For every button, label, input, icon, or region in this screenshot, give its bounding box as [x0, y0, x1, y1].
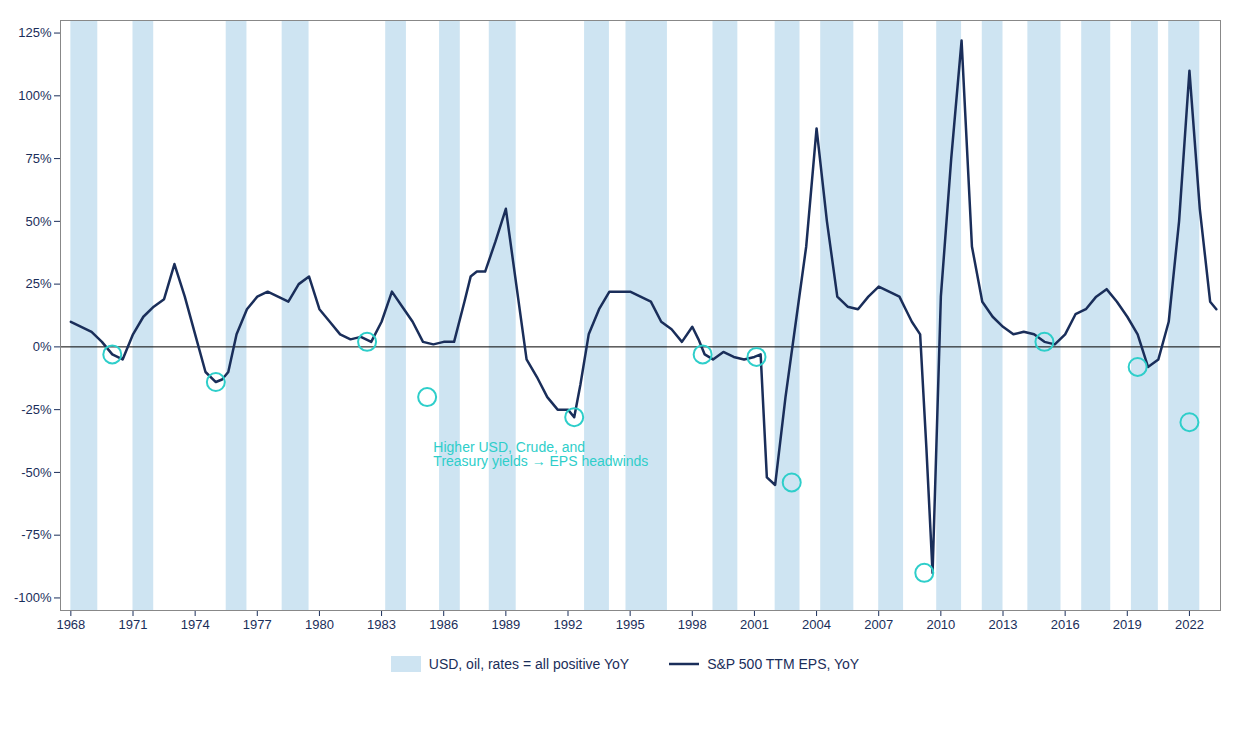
svg-text:1968: 1968 — [56, 617, 85, 632]
svg-text:-100%: -100% — [14, 590, 52, 605]
svg-text:1986: 1986 — [429, 617, 458, 632]
svg-text:2013: 2013 — [989, 617, 1018, 632]
svg-text:2010: 2010 — [926, 617, 955, 632]
svg-text:1983: 1983 — [367, 617, 396, 632]
svg-text:1977: 1977 — [243, 617, 272, 632]
svg-text:-25%: -25% — [21, 402, 52, 417]
svg-text:2019: 2019 — [1113, 617, 1142, 632]
svg-text:25%: 25% — [25, 276, 51, 291]
svg-text:100%: 100% — [18, 88, 52, 103]
svg-text:Higher USD, Crude, andTreasury: Higher USD, Crude, andTreasury yields → … — [433, 439, 648, 469]
svg-text:2007: 2007 — [864, 617, 893, 632]
svg-text:50%: 50% — [25, 214, 51, 229]
svg-text:-75%: -75% — [21, 527, 52, 542]
svg-text:1995: 1995 — [616, 617, 645, 632]
svg-text:1974: 1974 — [181, 617, 210, 632]
svg-text:2016: 2016 — [1051, 617, 1080, 632]
svg-text:1971: 1971 — [119, 617, 148, 632]
svg-text:1998: 1998 — [678, 617, 707, 632]
svg-text:-50%: -50% — [21, 465, 52, 480]
svg-text:1989: 1989 — [491, 617, 520, 632]
svg-text:75%: 75% — [25, 151, 51, 166]
html-text:S&P 500 TTM EPS, YoY: S&P 500 TTM EPS, YoY — [707, 656, 860, 672]
html-text:USD, oil, rates = all positive: USD, oil, rates = all positive YoY — [428, 656, 630, 672]
svg-text:1992: 1992 — [554, 617, 583, 632]
svg-text:125%: 125% — [18, 25, 52, 40]
svg-text:2022: 2022 — [1175, 617, 1204, 632]
svg-text:2001: 2001 — [740, 617, 769, 632]
svg-text:1980: 1980 — [305, 617, 334, 632]
svg-text:0%: 0% — [33, 339, 52, 354]
svg-text:2004: 2004 — [802, 617, 831, 632]
